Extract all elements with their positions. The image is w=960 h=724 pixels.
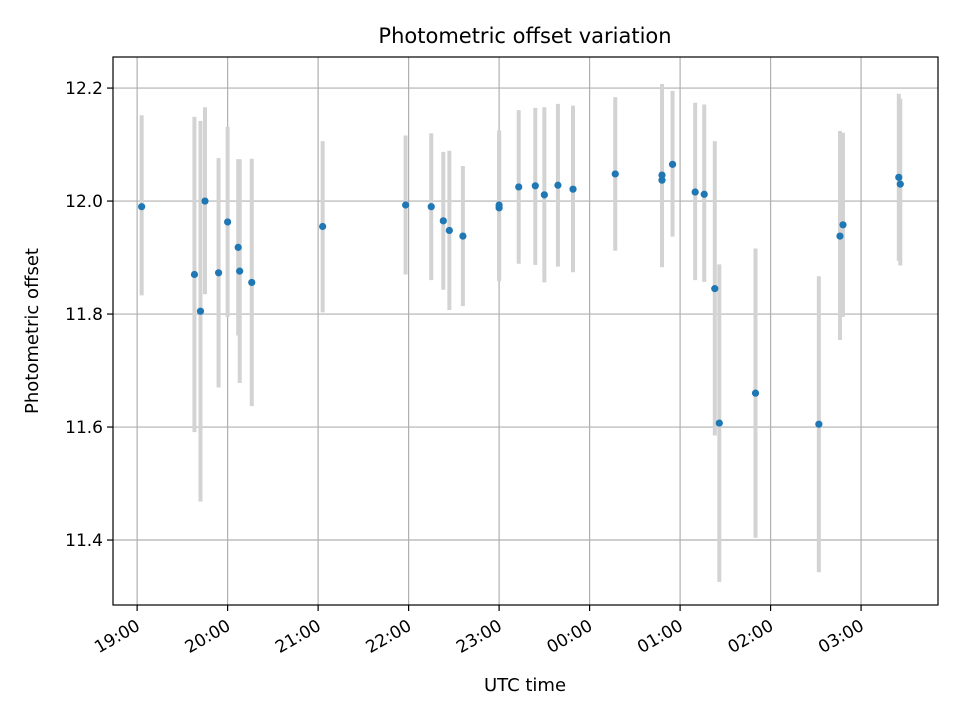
data-point [445, 226, 453, 235]
y-tick-label: 11.8 [65, 305, 103, 325]
data-point [711, 285, 719, 293]
data-points [138, 160, 904, 428]
data-point [569, 185, 577, 193]
data-point [715, 419, 723, 427]
y-tick-label: 11.6 [65, 418, 103, 438]
chart-title: Photometric offset variation [378, 24, 671, 48]
data-point [234, 243, 242, 251]
data-point [896, 180, 904, 188]
data-point [224, 218, 232, 226]
plot-frame [112, 56, 939, 606]
data-point [248, 278, 256, 287]
data-point [401, 201, 410, 209]
data-point [138, 203, 146, 211]
y-tick-label: 12.0 [65, 192, 103, 212]
y-axis-ticks: 11.4 11.6 11.8 12.0 12.2 [65, 79, 113, 551]
data-point [495, 201, 503, 209]
data-point [540, 191, 548, 199]
data-point [668, 160, 677, 168]
data-point [236, 267, 244, 275]
data-point [691, 188, 699, 196]
data-point [214, 269, 223, 277]
data-point [427, 203, 435, 211]
data-point [319, 222, 327, 231]
data-point [895, 173, 903, 181]
data-point [439, 217, 447, 225]
data-point [815, 420, 823, 428]
data-point [751, 389, 760, 397]
y-tick-label: 11.4 [65, 531, 103, 551]
data-point [839, 221, 847, 229]
y-tick-label: 12.2 [65, 79, 103, 99]
data-point [459, 232, 467, 240]
data-point [190, 270, 199, 279]
data-point [554, 181, 562, 189]
data-point [515, 183, 523, 191]
data-point [611, 170, 619, 178]
y-axis-label: Photometric offset [22, 248, 43, 414]
data-point [531, 182, 539, 190]
data-point [700, 190, 708, 198]
data-point [836, 232, 844, 240]
x-axis-label: UTC time [484, 675, 566, 696]
data-point [196, 307, 205, 315]
data-point [201, 197, 209, 205]
data-point [658, 171, 666, 179]
data-point [658, 176, 666, 184]
